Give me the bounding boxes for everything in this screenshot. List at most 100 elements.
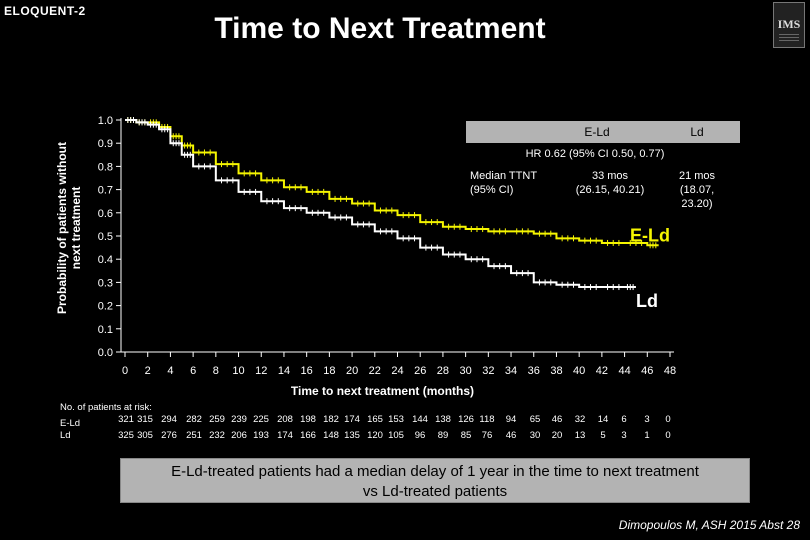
legend-col-eld: E-Ld [584,125,609,139]
x-tick-label: 8 [213,365,219,377]
x-tick-label: 2 [145,365,151,377]
at-risk-cell: 193 [253,430,269,441]
x-tick-label: 26 [414,365,426,377]
at-risk-cell: 30 [530,430,541,441]
x-tick-label: 40 [573,365,585,377]
at-risk-cell: 46 [506,430,517,441]
series-end-label: E-Ld [630,225,670,245]
at-risk-cell: 135 [344,430,360,441]
at-risk-cell: 13 [575,430,586,441]
legend-header-bar [466,121,740,143]
x-tick-label: 24 [391,365,403,377]
at-risk-cell: 206 [231,430,247,441]
at-risk-cell: 105 [388,430,404,441]
y-tick-label: 0.9 [98,138,113,150]
at-risk-cell: 305 [137,430,153,441]
at-risk-cell: 5 [600,430,605,441]
at-risk-cell: 0 [665,430,670,441]
at-risk-cell: 259 [209,414,225,425]
x-tick-label: 36 [528,365,540,377]
logo-line [779,34,799,35]
y-tick-label: 0.7 [98,185,113,197]
x-tick-label: 10 [232,365,244,377]
legend-median-label-1: Median TTNT [470,170,537,182]
legend-ld-median-3: 23.20) [681,198,712,210]
x-tick-label: 46 [641,365,653,377]
at-risk-cell: 153 [388,414,404,425]
at-risk-cell: 282 [186,414,202,425]
at-risk-cell: 294 [161,414,177,425]
at-risk-cell: 166 [300,430,316,441]
y-tick-label: 0.8 [98,161,113,173]
x-tick-label: 18 [323,365,335,377]
at-risk-cell: 251 [186,430,202,441]
logo-text: IMS [777,17,801,31]
at-risk-cell: 32 [575,414,586,425]
axis-labels: Probability of patients withoutnext trea… [55,142,474,398]
legend-median-label-2: (95% CI) [470,184,513,196]
at-risk-cell: 89 [438,430,449,441]
at-risk-cell: 198 [300,414,316,425]
x-tick-label: 32 [482,365,494,377]
series-end-label: Ld [636,291,658,311]
at-risk-cell: 20 [552,430,563,441]
x-tick-label: 44 [618,365,630,377]
y-axis-title-line-1: Probability of patients without [55,142,69,314]
x-tick-label: 12 [255,365,267,377]
x-tick-label: 0 [122,365,128,377]
logo-line [779,37,799,38]
x-tick-label: 20 [346,365,358,377]
at-risk-cell: 46 [552,414,563,425]
at-risk-cell: 94 [506,414,517,425]
at-risk-cell: 182 [323,414,339,425]
at-risk-cell: 138 [435,414,451,425]
at-risk-cell: 120 [367,430,383,441]
at-risk-cell: 321 [118,414,134,425]
y-tick-label: 0.6 [98,208,113,220]
footnote-line-1: E-Ld-treated patients had a median delay… [171,463,699,480]
at-risk-cell: 144 [412,414,428,425]
y-tick-label: 0.5 [98,231,113,243]
y-tick-label: 0.3 [98,277,113,289]
at-risk-cell: 239 [231,414,247,425]
y-tick-label: 0.4 [98,254,113,266]
at-risk-cell: 148 [323,430,339,441]
at-risk-cell: 3 [621,430,626,441]
legend-hr: HR 0.62 (95% CI 0.50, 0.77) [526,148,665,160]
x-tick-label: 48 [664,365,676,377]
at-risk-cell: 174 [277,430,293,441]
legend-eld-median-2: (26.15, 40.21) [576,184,645,196]
legend-ld-median-2: (18.07, [680,184,714,196]
y-tick-label: 0.0 [98,347,113,359]
at-risk-cell: 76 [482,430,493,441]
at-risk-cell: 225 [253,414,269,425]
study-name: ELOQUENT-2 [4,4,86,18]
at-risk-cell: 6 [621,414,626,425]
at-risk-cell: 3 [644,414,649,425]
curve-ld [125,119,636,289]
x-axis-title: Time to next treatment (months) [291,384,474,398]
y-tick-label: 0.1 [98,324,113,336]
footnote-line-2: vs Ld-treated patients [362,483,508,500]
x-tick-label: 28 [437,365,449,377]
at-risk-cell: 276 [161,430,177,441]
x-tick-label: 22 [369,365,381,377]
legend-eld-median-1: 33 mos [592,170,629,182]
legend-ld-median-1: 21 mos [679,170,716,182]
curve-e-ld [125,119,659,247]
at-risk-cell: 85 [461,430,472,441]
ims-logo: IMS [773,2,805,48]
at-risk-header: No. of patients at risk: [60,402,152,413]
citation: Dimopoulos M, ASH 2015 Abst 28 [618,518,800,532]
at-risk-cell: 14 [598,414,609,425]
x-tick-label: 16 [301,365,313,377]
at-risk-cell: 325 [118,430,134,441]
y-axis-title: Probability of patients withoutnext trea… [55,142,83,314]
slide-title: Time to Next Treatment [214,12,546,45]
y-tick-label: 0.2 [98,301,113,313]
at-risk-cell: 1 [644,430,649,441]
x-tick-label: 42 [596,365,608,377]
footnote-box: E-Ld-treated patients had a median delay… [120,458,750,503]
logo-line [779,40,799,41]
